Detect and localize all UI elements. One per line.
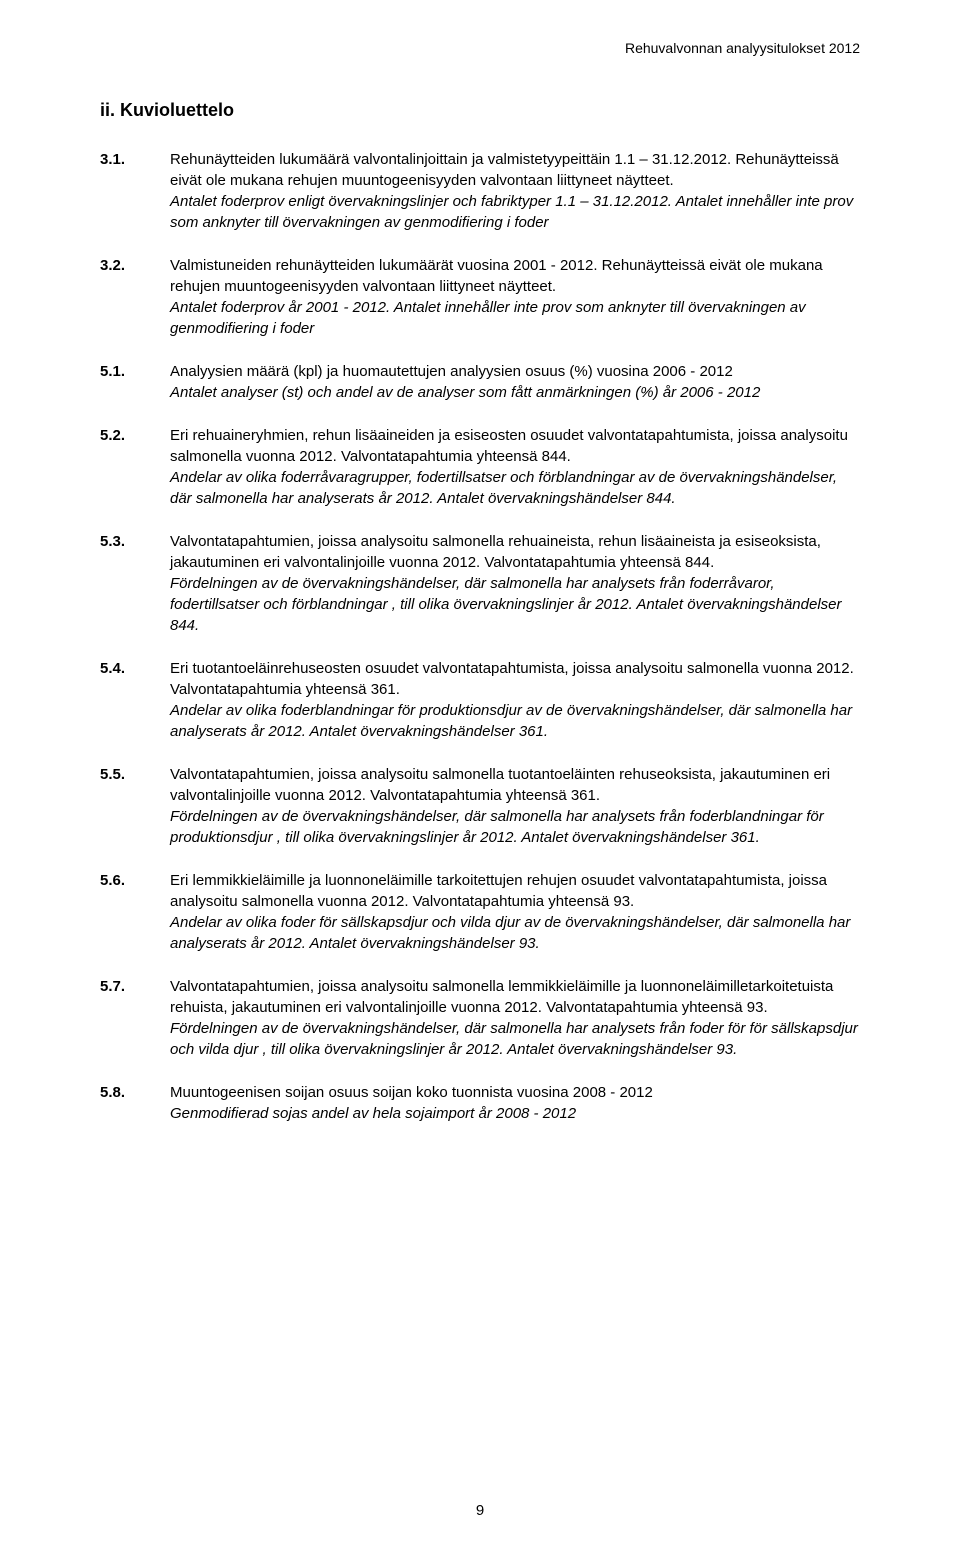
header-right: Rehuvalvonnan analyysitulokset 2012 (625, 40, 860, 56)
document-page: Rehuvalvonnan analyysitulokset 2012 ii. … (0, 0, 960, 1543)
list-entry: 5.3.Valvontatapahtumien, joissa analysoi… (100, 531, 860, 636)
entry-number: 5.6. (100, 870, 170, 954)
entry-text-italic: Fördelningen av de övervakningshändelser… (170, 1018, 860, 1060)
entry-body: Valmistuneiden rehunäytteiden lukumäärät… (170, 255, 860, 339)
entry-number: 3.1. (100, 149, 170, 233)
entry-text-regular: Eri rehuaineryhmien, rehun lisäaineiden … (170, 425, 860, 467)
entry-text-italic: Andelar av olika foder för sällskapsdjur… (170, 912, 860, 954)
entry-text-italic: Antalet foderprov år 2001 - 2012. Antale… (170, 297, 860, 339)
entry-number: 5.5. (100, 764, 170, 848)
list-entry: 5.4.Eri tuotantoeläinrehuseosten osuudet… (100, 658, 860, 742)
entry-text-regular: Rehunäytteiden lukumäärä valvontalinjoit… (170, 149, 860, 191)
entry-body: Valvontatapahtumien, joissa analysoitu s… (170, 764, 860, 848)
entry-text-italic: Antalet foderprov enligt övervakningslin… (170, 191, 860, 233)
entry-text-italic: Andelar av olika foderblandningar för pr… (170, 700, 860, 742)
list-entry: 3.1.Rehunäytteiden lukumäärä valvontalin… (100, 149, 860, 233)
entry-text-regular: Valvontatapahtumien, joissa analysoitu s… (170, 531, 860, 573)
entry-text-regular: Valvontatapahtumien, joissa analysoitu s… (170, 764, 860, 806)
entry-text-regular: Eri lemmikkieläimille ja luonnoneläimill… (170, 870, 860, 912)
list-entry: 5.1.Analyysien määrä (kpl) ja huomautett… (100, 361, 860, 403)
entry-body: Analyysien määrä (kpl) ja huomautettujen… (170, 361, 860, 403)
entry-text-regular: Valvontatapahtumien, joissa analysoitu s… (170, 976, 860, 1018)
entry-text-italic: Antalet analyser (st) och andel av de an… (170, 382, 860, 403)
page-number: 9 (476, 1502, 484, 1519)
list-entry: 5.5.Valvontatapahtumien, joissa analysoi… (100, 764, 860, 848)
entry-number: 5.2. (100, 425, 170, 509)
entry-number: 5.7. (100, 976, 170, 1060)
entry-text-italic: Fördelningen av de övervakningshändelser… (170, 573, 860, 636)
list-entry: 5.8.Muuntogeenisen soijan osuus soijan k… (100, 1082, 860, 1124)
entry-text-italic: Genmodifierad sojas andel av hela sojaim… (170, 1103, 860, 1124)
entry-number: 5.3. (100, 531, 170, 636)
entry-text-regular: Muuntogeenisen soijan osuus soijan koko … (170, 1082, 860, 1103)
entry-text-regular: Valmistuneiden rehunäytteiden lukumäärät… (170, 255, 860, 297)
entry-body: Rehunäytteiden lukumäärä valvontalinjoit… (170, 149, 860, 233)
entry-number: 5.8. (100, 1082, 170, 1124)
entry-body: Eri rehuaineryhmien, rehun lisäaineiden … (170, 425, 860, 509)
entry-body: Eri tuotantoeläinrehuseosten osuudet val… (170, 658, 860, 742)
entry-body: Eri lemmikkieläimille ja luonnoneläimill… (170, 870, 860, 954)
entry-body: Muuntogeenisen soijan osuus soijan koko … (170, 1082, 860, 1124)
entry-body: Valvontatapahtumien, joissa analysoitu s… (170, 976, 860, 1060)
list-entry: 3.2.Valmistuneiden rehunäytteiden lukumä… (100, 255, 860, 339)
entry-number: 5.4. (100, 658, 170, 742)
entry-number: 5.1. (100, 361, 170, 403)
entries-container: 3.1.Rehunäytteiden lukumäärä valvontalin… (100, 149, 860, 1124)
list-entry: 5.7.Valvontatapahtumien, joissa analysoi… (100, 976, 860, 1060)
entry-text-italic: Fördelningen av de övervakningshändelser… (170, 806, 860, 848)
entry-number: 3.2. (100, 255, 170, 339)
list-entry: 5.6.Eri lemmikkieläimille ja luonnoneläi… (100, 870, 860, 954)
list-entry: 5.2.Eri rehuaineryhmien, rehun lisäainei… (100, 425, 860, 509)
section-title: ii. Kuvioluettelo (100, 100, 860, 121)
entry-text-italic: Andelar av olika foderråvaragrupper, fod… (170, 467, 860, 509)
entry-body: Valvontatapahtumien, joissa analysoitu s… (170, 531, 860, 636)
entry-text-regular: Analyysien määrä (kpl) ja huomautettujen… (170, 361, 860, 382)
entry-text-regular: Eri tuotantoeläinrehuseosten osuudet val… (170, 658, 860, 700)
